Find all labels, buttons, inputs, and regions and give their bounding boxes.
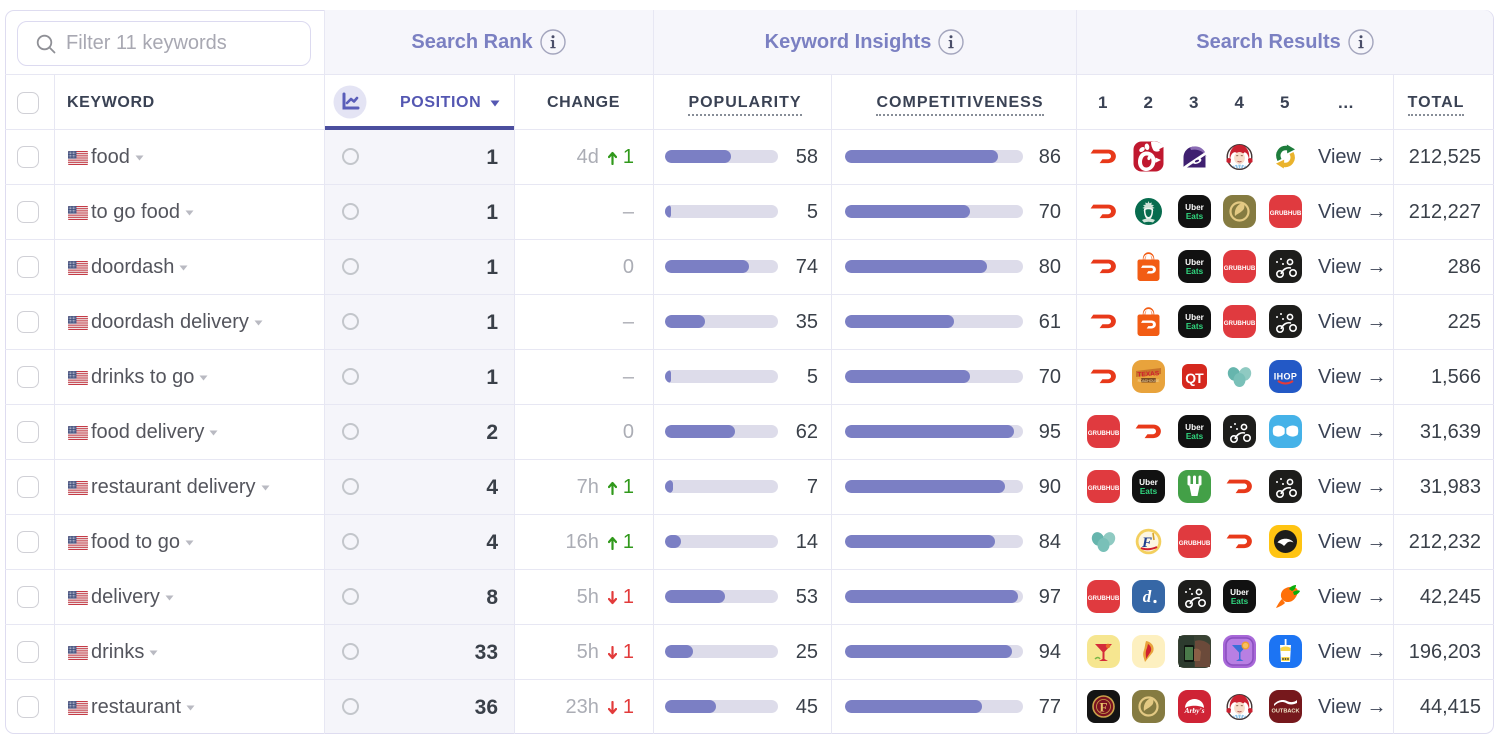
svg-text:Uber: Uber [1185, 203, 1204, 212]
svg-text:Eats: Eats [1185, 212, 1203, 221]
svg-text:GRUBHUB: GRUBHUB [1224, 265, 1256, 272]
svg-text:Uber: Uber [1230, 588, 1249, 597]
svg-text:IHOP: IHOP [1273, 372, 1297, 382]
svg-text:F: F [1099, 700, 1107, 715]
svg-text:GRUBHUB: GRUBHUB [1087, 485, 1119, 492]
svg-text:GRUBHUB: GRUBHUB [1087, 595, 1119, 602]
svg-text:Uber: Uber [1139, 478, 1158, 487]
svg-text:Uber: Uber [1185, 313, 1204, 322]
svg-text:Eats: Eats [1185, 267, 1203, 276]
svg-text:ROADHOUSE: ROADHOUSE [1138, 379, 1161, 383]
svg-text:Uber: Uber [1185, 423, 1204, 432]
svg-text:Eats: Eats [1185, 432, 1203, 441]
svg-text:Eats: Eats [1185, 322, 1203, 331]
svg-text:GRUBHUB: GRUBHUB [1087, 430, 1119, 437]
svg-text:Arby's: Arby's [1183, 706, 1204, 715]
svg-text:GRUBHUB: GRUBHUB [1178, 540, 1210, 547]
svg-text:Uber: Uber [1185, 258, 1204, 267]
svg-text:d: d [1143, 587, 1152, 606]
svg-text:F: F [1141, 535, 1152, 551]
svg-text:QT: QT [1185, 370, 1204, 386]
svg-text:TEXAS: TEXAS [1137, 370, 1160, 379]
svg-text:Eats: Eats [1231, 597, 1249, 606]
svg-text:Eats: Eats [1140, 487, 1158, 496]
svg-text:GRUBHUB: GRUBHUB [1269, 210, 1301, 217]
svg-text:GRUBHUB: GRUBHUB [1224, 320, 1256, 327]
svg-text:OUTBACK: OUTBACK [1271, 709, 1299, 715]
